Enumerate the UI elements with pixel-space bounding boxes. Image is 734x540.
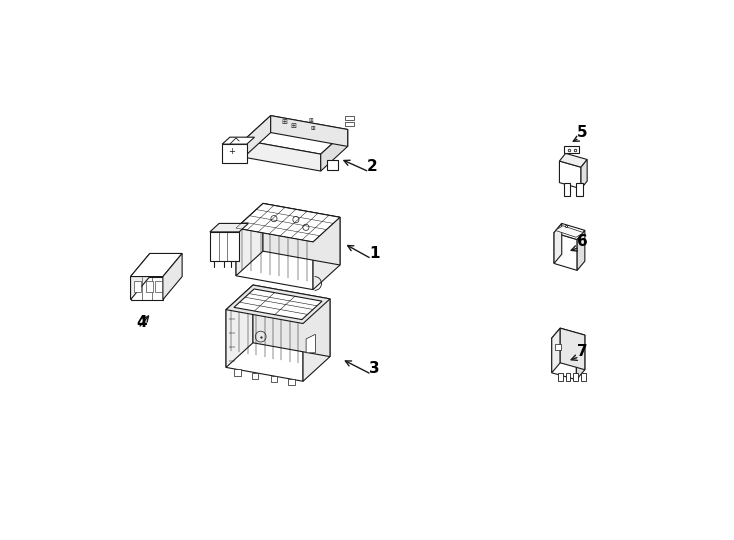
Polygon shape (155, 281, 162, 292)
Polygon shape (554, 224, 585, 240)
Polygon shape (576, 335, 585, 380)
Polygon shape (244, 116, 348, 154)
Polygon shape (146, 281, 153, 292)
Polygon shape (234, 289, 322, 320)
Text: 6: 6 (577, 234, 588, 249)
Polygon shape (576, 183, 583, 197)
Text: ⊞: ⊞ (308, 118, 313, 123)
Polygon shape (554, 224, 562, 264)
Polygon shape (236, 204, 263, 276)
Polygon shape (226, 309, 303, 381)
Polygon shape (252, 373, 258, 379)
Text: +: + (228, 147, 235, 156)
Polygon shape (321, 130, 348, 171)
Polygon shape (244, 116, 271, 157)
Text: ⊞: ⊞ (282, 119, 288, 125)
Text: 3: 3 (369, 361, 380, 376)
Polygon shape (577, 231, 585, 271)
Polygon shape (552, 338, 576, 380)
Polygon shape (564, 146, 579, 153)
Polygon shape (552, 328, 585, 345)
Polygon shape (131, 253, 182, 276)
Polygon shape (560, 328, 585, 370)
Polygon shape (306, 334, 316, 353)
Text: ⊞: ⊞ (291, 124, 297, 130)
Polygon shape (344, 117, 354, 120)
Text: 4: 4 (136, 315, 147, 330)
Polygon shape (564, 183, 570, 197)
Polygon shape (555, 226, 584, 237)
Polygon shape (236, 228, 313, 289)
Polygon shape (131, 276, 163, 300)
Polygon shape (581, 159, 587, 189)
Polygon shape (222, 144, 247, 164)
Text: 5: 5 (577, 125, 588, 140)
Polygon shape (253, 285, 330, 356)
Polygon shape (234, 369, 241, 376)
Polygon shape (581, 373, 586, 381)
Polygon shape (263, 204, 340, 265)
Polygon shape (573, 373, 578, 381)
Text: 7: 7 (577, 344, 588, 359)
Polygon shape (555, 345, 561, 350)
Polygon shape (134, 281, 140, 292)
Polygon shape (222, 137, 255, 144)
Text: ⊞: ⊞ (310, 126, 316, 131)
Text: 2: 2 (367, 159, 378, 174)
Polygon shape (163, 253, 182, 300)
Polygon shape (558, 373, 562, 381)
Text: 1: 1 (369, 246, 380, 261)
Polygon shape (226, 285, 330, 323)
Polygon shape (327, 160, 338, 170)
Polygon shape (566, 373, 570, 381)
Polygon shape (271, 116, 348, 146)
Polygon shape (303, 299, 330, 381)
Polygon shape (344, 122, 354, 126)
Polygon shape (552, 328, 560, 373)
Polygon shape (131, 253, 150, 300)
Polygon shape (210, 232, 239, 261)
Polygon shape (236, 204, 340, 242)
Polygon shape (244, 140, 321, 171)
Polygon shape (313, 217, 340, 289)
Polygon shape (559, 153, 587, 167)
Polygon shape (559, 161, 581, 189)
Polygon shape (554, 233, 577, 271)
Polygon shape (210, 224, 248, 232)
Polygon shape (288, 379, 294, 386)
Polygon shape (271, 376, 277, 382)
Polygon shape (226, 285, 253, 367)
